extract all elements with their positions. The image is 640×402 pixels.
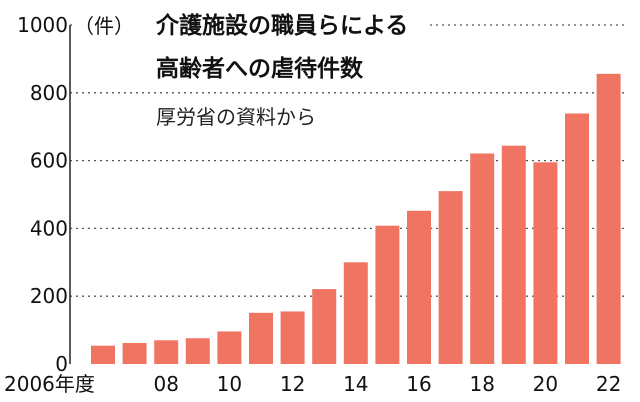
bar-2015 [375,225,400,364]
y-tick-label: 800 [30,81,68,105]
chart-title-line1: 介護施設の職員らによる [155,12,408,39]
x-tick-label: 18 [469,372,494,396]
bar-2008 [154,340,179,364]
title-background [76,4,428,88]
y-tick-label: 600 [30,149,68,173]
bar-2011 [249,312,273,364]
source-note: 厚労省の資料から [156,105,316,129]
bar-2007 [122,342,147,364]
bar-2018 [470,153,495,364]
bars [91,73,621,364]
unit-label: （件） [74,14,134,38]
bar-2021 [565,113,589,364]
y-tick-label: 1000 [17,13,68,37]
bar-2019 [501,145,526,364]
x-tick-label: 2006年度 [4,372,95,396]
y-tick-label: 0 [55,352,68,376]
x-tick-label: 12 [280,372,305,396]
chart-title-line2: 高齢者への虐待件数 [156,55,364,82]
bar-2022 [596,73,621,364]
source-background [150,96,390,132]
x-tick-label: 20 [533,372,558,396]
bar-2020 [533,162,558,364]
bar-2016 [407,210,431,364]
bar-2014 [343,262,368,364]
bar-2006 [91,345,115,364]
y-tick-label: 200 [30,284,68,308]
y-tick-label: 400 [30,216,68,240]
x-tick-label: 14 [343,372,368,396]
x-tick-labels: 2006年度 08 10 12 14 16 18 20 22 [4,372,621,396]
x-tick-label: 22 [596,372,621,396]
bar-2017 [438,191,463,364]
y-tick-labels: 0 200 400 600 800 1000 [17,13,68,376]
bar-2010 [217,331,242,364]
bar-2012 [280,311,305,364]
x-tick-label: 16 [406,372,431,396]
x-tick-label: 08 [153,372,178,396]
bar-2009 [185,338,210,364]
x-tick-label: 10 [217,372,242,396]
bar-2013 [312,289,337,364]
